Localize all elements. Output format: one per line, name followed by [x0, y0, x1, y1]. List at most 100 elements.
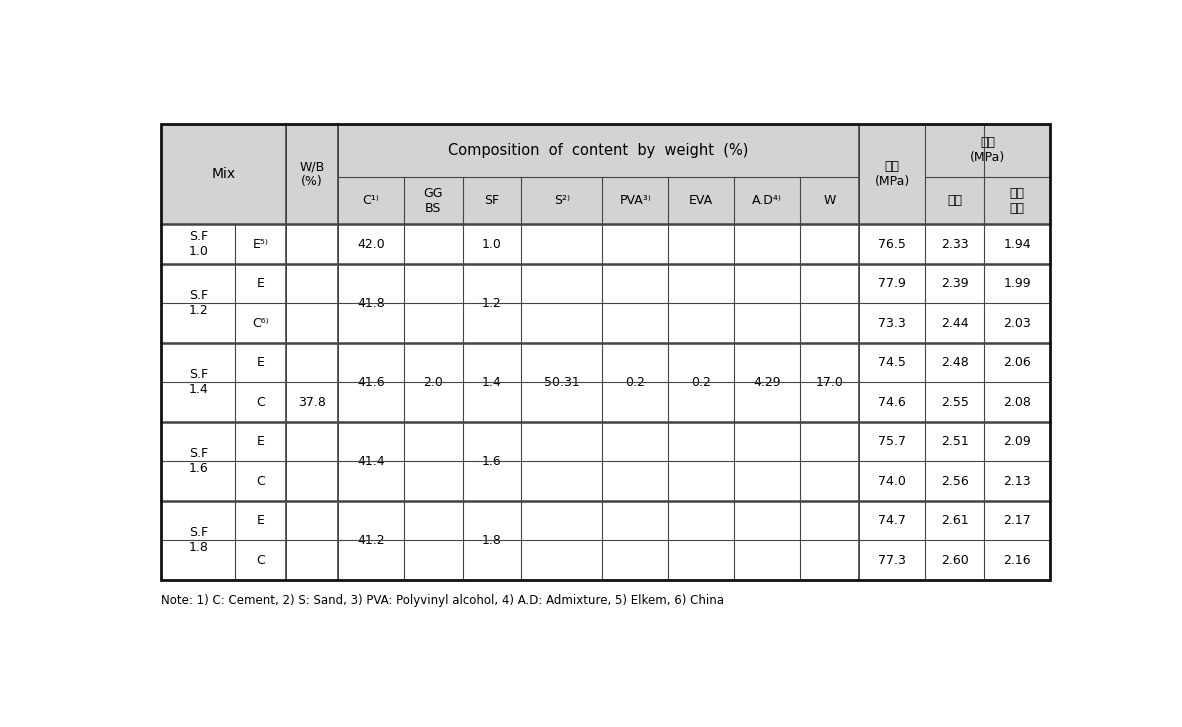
Text: 2.08: 2.08 [1004, 395, 1031, 409]
Bar [602, 462, 668, 501]
Bar [162, 124, 1050, 580]
Bar [602, 303, 668, 343]
Bar [734, 501, 800, 540]
Text: E: E [256, 277, 265, 290]
Text: 2.51: 2.51 [941, 435, 968, 448]
Bar [668, 225, 734, 264]
Bar [404, 225, 462, 264]
Text: 42.0: 42.0 [357, 238, 384, 251]
Bar [734, 303, 800, 343]
Bar [859, 462, 926, 501]
Bar [800, 422, 859, 462]
Bar [983, 264, 1050, 303]
Bar [668, 540, 734, 580]
Text: 1.6: 1.6 [482, 455, 502, 468]
Bar [521, 462, 602, 501]
Text: E: E [256, 514, 265, 527]
Bar [338, 225, 404, 264]
Text: 17.0: 17.0 [816, 376, 844, 389]
Bar [983, 501, 1050, 540]
Bar [983, 264, 1050, 303]
Bar [338, 422, 404, 501]
Bar [235, 540, 286, 580]
Bar [926, 177, 983, 225]
Text: S²⁾: S²⁾ [553, 194, 570, 207]
Bar [521, 303, 602, 343]
Bar [668, 343, 734, 422]
Bar [926, 264, 983, 303]
Bar [162, 264, 235, 343]
Bar [235, 303, 286, 343]
Bar [235, 343, 286, 382]
Bar [162, 422, 235, 501]
Text: GG
BS: GG BS [423, 187, 443, 214]
Bar [338, 177, 404, 225]
Text: EVA: EVA [689, 194, 713, 207]
Bar [462, 501, 521, 580]
Bar [800, 462, 859, 501]
Bar [859, 501, 926, 540]
Text: 1.0: 1.0 [482, 238, 502, 251]
Bar [734, 462, 800, 501]
Bar [404, 501, 462, 540]
Bar [162, 264, 235, 343]
Bar [859, 225, 926, 264]
Bar [521, 303, 602, 343]
Bar [668, 303, 734, 343]
Bar [602, 501, 668, 540]
Text: 2.16: 2.16 [1004, 553, 1031, 566]
Bar [668, 264, 734, 303]
Text: 4.29: 4.29 [753, 376, 781, 389]
Bar [734, 225, 800, 264]
Bar [521, 343, 602, 422]
Bar [800, 343, 859, 422]
Bar [162, 343, 235, 422]
Text: 74.6: 74.6 [878, 395, 907, 409]
Bar [926, 264, 983, 303]
Bar [404, 540, 462, 580]
Bar [734, 422, 800, 462]
Bar [235, 264, 286, 303]
Bar [800, 225, 859, 264]
Bar [859, 382, 926, 422]
Bar [404, 177, 462, 225]
Bar [859, 501, 926, 540]
Bar [162, 501, 235, 580]
Bar [521, 177, 602, 225]
Bar [859, 540, 926, 580]
Text: 77.9: 77.9 [878, 277, 907, 290]
Bar [800, 264, 859, 303]
Text: 2.33: 2.33 [941, 238, 968, 251]
Bar [338, 177, 404, 225]
Bar [983, 540, 1050, 580]
Bar [734, 501, 800, 540]
Bar [800, 501, 859, 540]
Text: S.F
1.8: S.F 1.8 [188, 526, 208, 555]
Text: 41.4: 41.4 [357, 455, 384, 468]
Bar [859, 343, 926, 382]
Bar [983, 462, 1050, 501]
Bar [521, 422, 602, 462]
Bar [521, 462, 602, 501]
Text: 1.94: 1.94 [1004, 238, 1031, 251]
Text: 2.13: 2.13 [1004, 475, 1031, 488]
Bar [235, 501, 286, 540]
Bar [162, 501, 235, 580]
Text: 2.44: 2.44 [941, 317, 968, 329]
Bar [800, 540, 859, 580]
Bar [800, 177, 859, 225]
Bar [926, 382, 983, 422]
Bar [404, 462, 462, 501]
Bar [668, 422, 734, 462]
Bar [983, 382, 1050, 422]
Text: C¹⁾: C¹⁾ [363, 194, 379, 207]
Bar [162, 343, 235, 422]
Text: S.F
1.0: S.F 1.0 [188, 230, 208, 258]
Bar [926, 501, 983, 540]
Text: 압축
(MPa): 압축 (MPa) [875, 160, 910, 188]
Bar [235, 422, 286, 462]
Text: 온냉
반복: 온냉 반복 [1009, 187, 1025, 214]
Text: 2.03: 2.03 [1004, 317, 1031, 329]
Text: 0.2: 0.2 [625, 376, 645, 389]
Bar [602, 462, 668, 501]
